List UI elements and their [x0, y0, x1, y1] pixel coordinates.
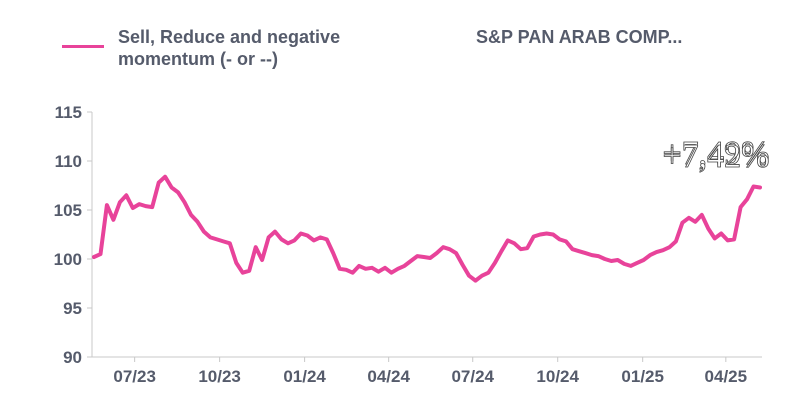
x-axis: 07/23 10/23 01/24 04/24 07/24 10/24 01/25 04/25	[92, 356, 762, 386]
legend: Sell, Reduce and negative momentum (- or…	[62, 24, 800, 74]
performance-label: +7,49%	[663, 135, 770, 172]
y-tick-label: 100	[54, 250, 82, 269]
y-axis: 90 95 100 105 110 115	[54, 103, 93, 367]
x-tick-label: 04/25	[705, 367, 748, 386]
x-tick-label: 10/24	[536, 367, 579, 386]
series-line	[92, 174, 762, 283]
y-tick-label: 110	[55, 152, 82, 171]
y-tick-label: 90	[63, 348, 82, 367]
x-tick-label: 01/24	[283, 367, 326, 386]
x-tick-label: 04/24	[367, 367, 410, 386]
x-tick-label: 10/23	[198, 367, 241, 386]
performance-labels: +7,49%+7,42%	[662, 135, 770, 176]
series-layer	[92, 174, 762, 283]
x-tick-label: 07/23	[113, 367, 156, 386]
legend-series-label: Sell, Reduce and negative momentum (- or…	[118, 27, 341, 69]
legend-index-label: S&P PAN ARAB COMP...	[476, 27, 683, 47]
y-tick-label: 115	[55, 103, 82, 122]
x-tick-label: 07/24	[451, 367, 494, 386]
y-tick-label: 95	[63, 299, 82, 318]
y-tick-label: 105	[54, 201, 82, 220]
performance-label: +7,42%	[663, 138, 770, 175]
x-tick-label: 01/25	[621, 367, 664, 386]
legend-swatch-series	[62, 45, 104, 48]
